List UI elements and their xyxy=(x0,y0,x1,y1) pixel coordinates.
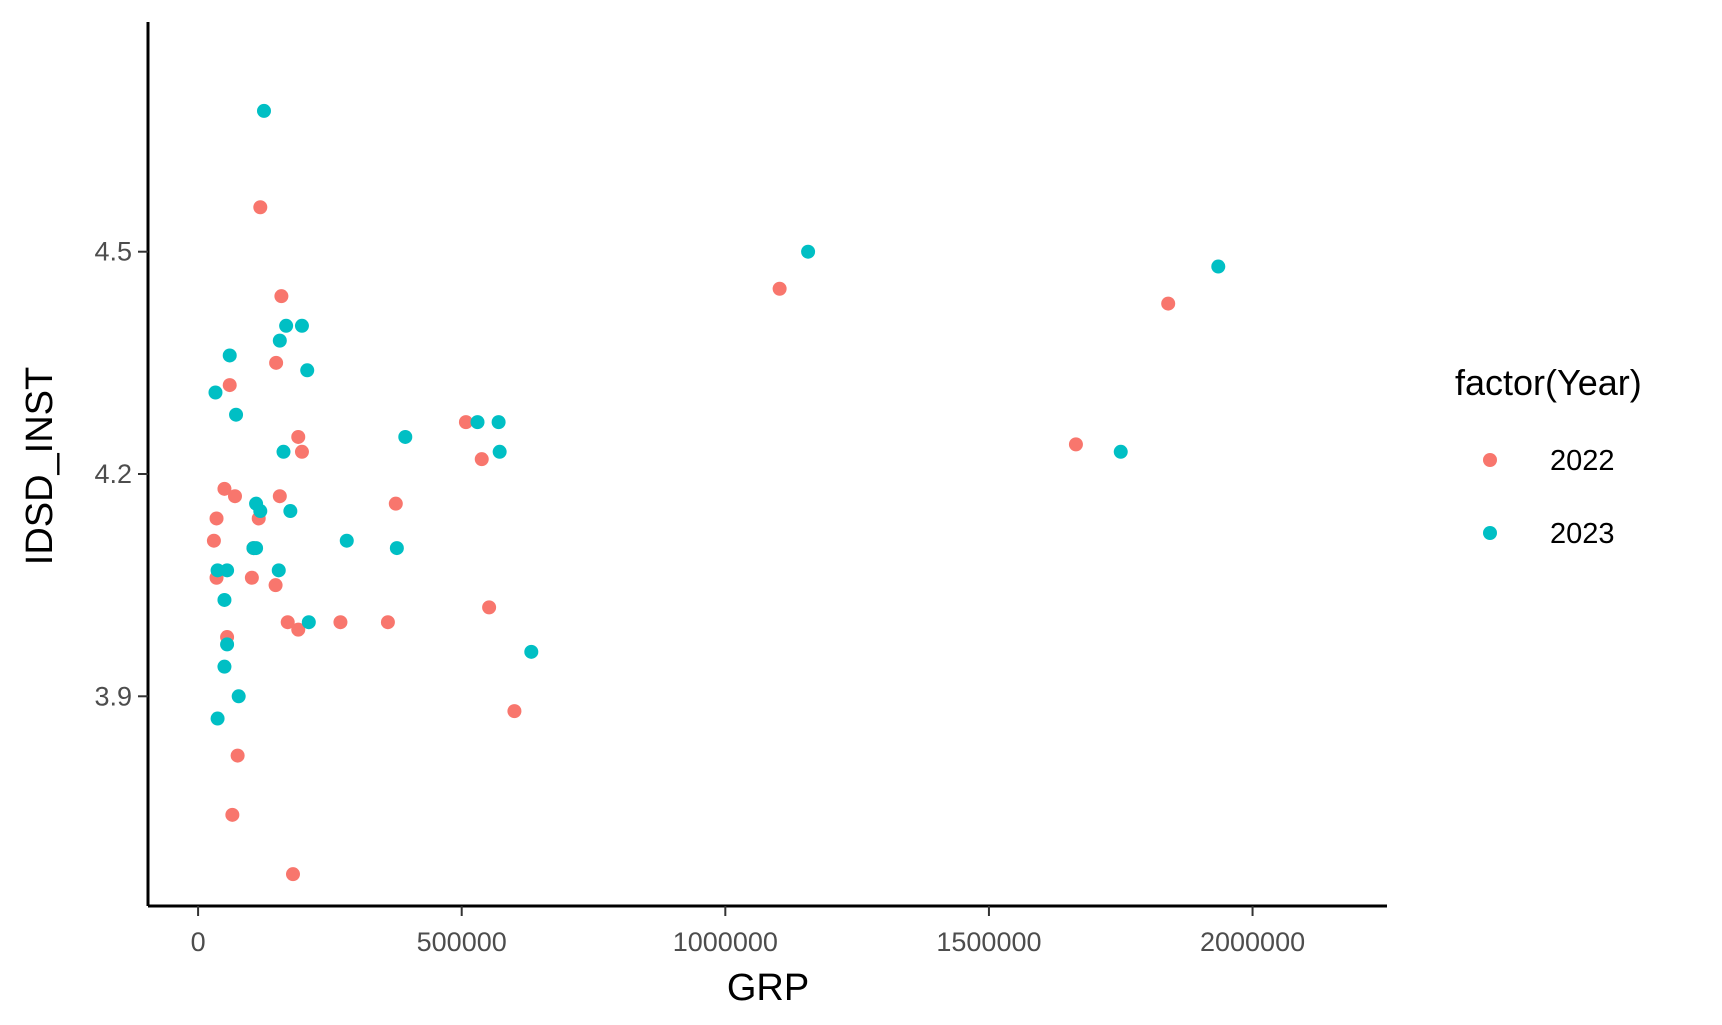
legend: factor(Year) 2022 2023 xyxy=(1455,362,1642,550)
point-2023 xyxy=(389,541,404,556)
point-2023 xyxy=(222,348,237,363)
y-tick-label: 3.9 xyxy=(94,681,132,711)
point-2023 xyxy=(279,318,294,333)
point-2023 xyxy=(283,504,298,519)
x-tick-label: 0 xyxy=(191,927,206,957)
point-2022 xyxy=(268,578,283,593)
point-2022 xyxy=(333,615,348,630)
point-2022 xyxy=(507,704,522,719)
x-axis-title: GRP xyxy=(727,967,809,1009)
point-2023 xyxy=(220,637,235,652)
y-axis-ticks: 3.9 4.2 4.5 xyxy=(94,237,148,711)
point-2022 xyxy=(244,570,259,585)
legend-key-2023 xyxy=(1483,526,1497,540)
point-2023 xyxy=(1113,444,1128,459)
point-2022 xyxy=(380,615,395,630)
legend-label-2022: 2022 xyxy=(1550,445,1615,477)
point-2022 xyxy=(274,289,289,304)
point-2022 xyxy=(217,481,232,496)
point-2023 xyxy=(301,615,316,630)
x-axis-ticks: 0 500000 1000000 1500000 2000000 xyxy=(191,906,1305,957)
point-2023 xyxy=(491,415,506,430)
point-2022 xyxy=(294,444,309,459)
point-2022 xyxy=(230,748,245,763)
point-2023 xyxy=(276,444,291,459)
point-2022 xyxy=(1068,437,1083,452)
point-2023 xyxy=(300,363,315,378)
point-2023 xyxy=(256,103,271,118)
point-2023 xyxy=(470,415,485,430)
y-tick-label: 4.5 xyxy=(94,237,132,267)
point-2023 xyxy=(246,541,261,556)
point-2022 xyxy=(772,281,787,296)
y-tick-label: 4.2 xyxy=(94,459,132,489)
point-2023 xyxy=(271,563,286,578)
point-2023 xyxy=(272,333,287,348)
point-2022 xyxy=(209,511,224,526)
y-axis-title: IDSD_INST xyxy=(19,367,61,565)
point-2023 xyxy=(210,563,225,578)
x-tick-label: 2000000 xyxy=(1200,927,1305,957)
point-2023 xyxy=(801,244,816,259)
point-2023 xyxy=(208,385,223,400)
point-2023 xyxy=(217,659,232,674)
point-2022 xyxy=(222,378,237,393)
point-2023 xyxy=(229,407,244,422)
x-tick-label: 500000 xyxy=(417,927,507,957)
point-2023 xyxy=(524,644,539,659)
point-2022 xyxy=(474,452,489,467)
point-2022 xyxy=(253,200,268,215)
point-2023 xyxy=(217,592,232,607)
x-tick-label: 1000000 xyxy=(673,927,778,957)
point-2022 xyxy=(458,415,473,430)
point-2023 xyxy=(339,533,354,548)
data-points xyxy=(206,103,1226,882)
point-2023 xyxy=(231,689,246,704)
point-2022 xyxy=(388,496,403,511)
point-2022 xyxy=(285,867,300,882)
point-2023 xyxy=(210,711,225,726)
point-2022 xyxy=(225,807,240,822)
point-2022 xyxy=(1161,296,1176,311)
point-2023 xyxy=(398,429,413,444)
point-2022 xyxy=(482,600,497,615)
point-2022 xyxy=(227,489,242,504)
point-2023 xyxy=(1211,259,1226,274)
point-2022 xyxy=(272,489,287,504)
point-2022 xyxy=(206,533,221,548)
legend-title: factor(Year) xyxy=(1455,362,1642,403)
point-2022 xyxy=(291,429,306,444)
x-tick-label: 1500000 xyxy=(936,927,1041,957)
point-2023 xyxy=(294,318,309,333)
legend-label-2023: 2023 xyxy=(1550,518,1615,550)
point-2022 xyxy=(291,622,306,637)
point-2023 xyxy=(253,504,268,519)
point-2022 xyxy=(269,355,284,370)
point-2023 xyxy=(492,444,507,459)
legend-key-2022 xyxy=(1483,453,1497,467)
point-2022 xyxy=(280,615,295,630)
